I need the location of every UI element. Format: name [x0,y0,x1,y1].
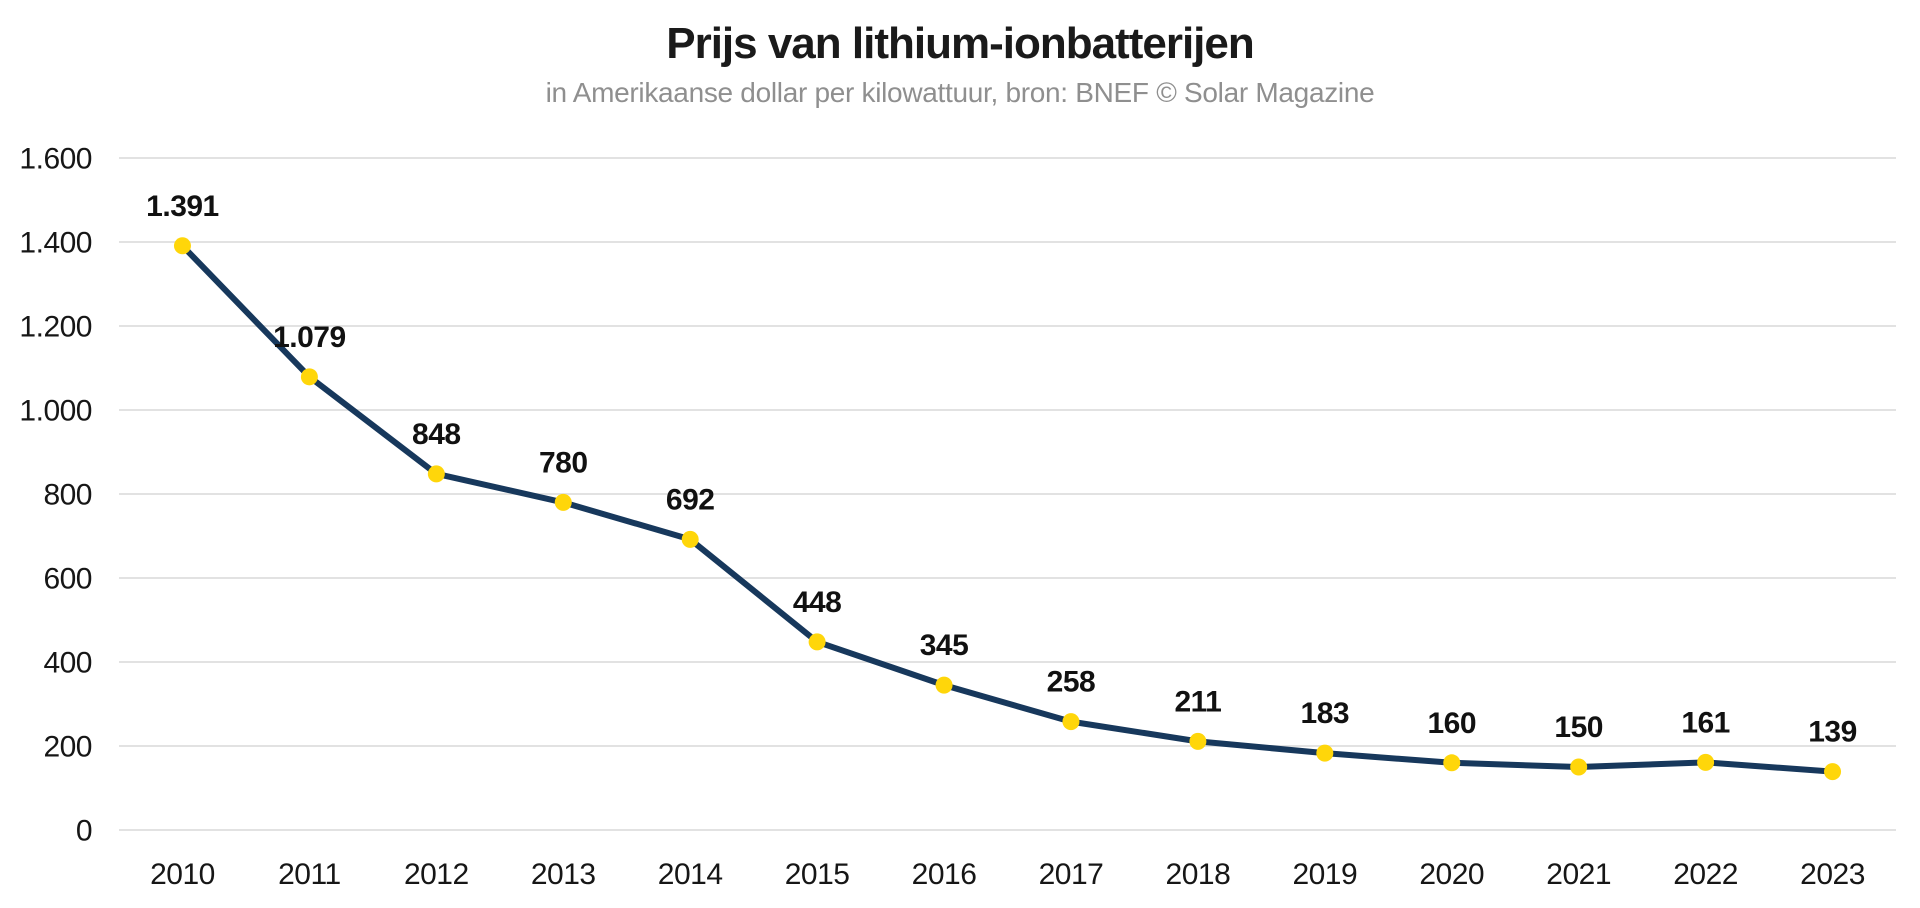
point-label: 150 [1554,711,1603,744]
data-point [554,493,572,511]
x-tick-label: 2016 [912,858,977,891]
x-tick-label: 2017 [1039,858,1104,891]
point-label: 345 [920,629,969,662]
x-tick-label: 2023 [1800,858,1865,891]
point-label: 160 [1427,707,1476,740]
point-label: 1.079 [273,321,346,354]
x-axis-tick-labels: 2010 2011 2012 2013 2014 2015 2016 2017 2018 2019… [150,858,1865,891]
point-label: 161 [1681,706,1730,739]
point-label: 183 [1301,697,1350,730]
series-line-group [179,242,1836,775]
data-point [681,530,699,548]
x-tick-label: 2021 [1546,858,1611,891]
point-label: 211 [1174,685,1221,718]
data-point [1316,744,1334,762]
x-tick-label: 2015 [785,858,850,891]
point-label: 780 [539,446,588,479]
y-tick-label: 1.000 [19,395,92,428]
data-point [427,465,445,483]
data-point [1824,763,1842,781]
y-tick-label: 800 [43,479,92,512]
y-tick-label: 200 [43,731,92,764]
point-label: 848 [412,418,461,451]
series-markers-group [173,237,1842,781]
x-tick-label: 2014 [658,858,723,891]
y-tick-label: 400 [43,647,92,680]
x-tick-label: 2013 [531,858,596,891]
x-tick-label: 2020 [1419,858,1484,891]
point-labels-group: 1.391 1.079 848 780 692 448 345 258 211 183 160 150… [146,190,1857,749]
y-tick-label: 1.600 [19,143,92,176]
y-tick-label: 1.200 [19,311,92,344]
x-tick-label: 2012 [404,858,469,891]
series-line [179,242,1836,775]
x-tick-label: 2010 [150,858,215,891]
point-label: 258 [1047,666,1096,699]
data-point [1443,754,1461,772]
point-label: 139 [1808,716,1857,749]
point-label: 1.391 [146,190,219,223]
data-point [300,368,318,386]
y-tick-label: 600 [43,563,92,596]
data-point [173,237,191,255]
data-point [1189,732,1207,750]
y-axis-tick-labels: 0 200 400 600 800 1.000 1.200 1.400 1.600 [19,143,92,848]
x-tick-label: 2019 [1292,858,1357,891]
data-point [1062,713,1080,731]
data-point [1570,758,1588,776]
data-point [1697,753,1715,771]
data-point [935,676,953,694]
data-point [808,633,826,651]
gridlines-group [119,157,1896,831]
y-tick-label: 0 [76,815,92,848]
point-label: 448 [793,586,842,619]
x-tick-label: 2018 [1166,858,1231,891]
point-label: 692 [666,483,715,516]
x-tick-label: 2022 [1673,858,1738,891]
x-tick-label: 2011 [278,858,341,891]
y-tick-label: 1.400 [19,227,92,260]
